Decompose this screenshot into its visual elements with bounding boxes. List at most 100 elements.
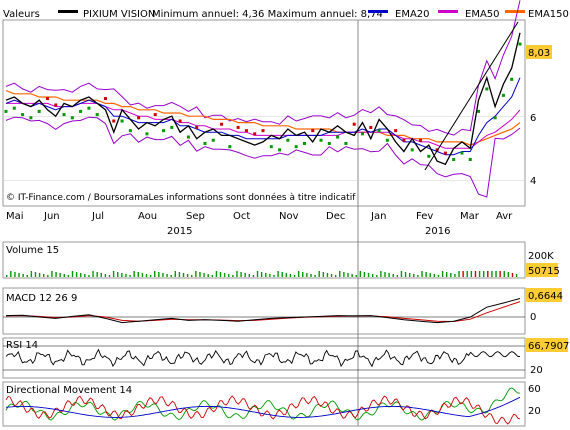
x-label-aou: Aou [138, 211, 157, 222]
volume-bar [240, 272, 242, 277]
volume-bar [22, 274, 24, 277]
volume-bar [417, 275, 419, 277]
sar-dot [79, 109, 83, 113]
volume-bar [491, 271, 493, 277]
volume-bar [359, 271, 362, 277]
volume-bar [314, 275, 316, 277]
header-name: PIXIUM VISION [83, 9, 155, 20]
ema150-legend-label: EMA150 [528, 9, 569, 20]
volume-bar [425, 272, 427, 277]
bollinger-upper [5, 0, 521, 136]
volume-bar [149, 275, 152, 277]
volume-bar [104, 274, 107, 277]
header-valeurs: Valeurs [3, 9, 40, 20]
rsi-title: RSI 14 [6, 340, 38, 351]
sar-dot [211, 138, 215, 142]
price-series [5, 32, 521, 166]
volume-bar [232, 275, 234, 277]
ema20-legend-label: EMA20 [395, 9, 430, 20]
sar-dot [236, 125, 240, 129]
sar-dot [269, 145, 273, 149]
volume-bar [178, 272, 181, 277]
volume-bar [55, 272, 57, 277]
volume-bar [51, 271, 53, 277]
volume-bar [182, 273, 185, 277]
volume-bar [334, 275, 337, 277]
volume-panel-frame [2, 241, 526, 279]
volume-bar [244, 273, 246, 277]
rsi-line [5, 348, 521, 368]
sar-dot [70, 116, 74, 120]
x-label-sep: Sep [186, 211, 205, 222]
sar-dot [261, 129, 265, 133]
sar-dot [493, 116, 497, 120]
volume-bar [30, 271, 33, 277]
volume-bar [343, 272, 345, 277]
volume-bar [100, 273, 102, 277]
sar-dot [427, 154, 431, 158]
x-label-jul: Jul [91, 211, 104, 222]
x-label-fev: Fev [416, 211, 433, 222]
dmi-minus-line [5, 395, 521, 425]
volume-bar [408, 273, 411, 277]
x-label-mai: Mai [6, 211, 24, 222]
volume-bar [478, 271, 481, 277]
volume-bar [511, 273, 514, 277]
volume-bar [18, 273, 20, 277]
sar-dot [278, 148, 282, 152]
volume-bar [371, 274, 374, 277]
sar-dot [377, 129, 381, 133]
volume-bar [260, 272, 263, 277]
volume-title: Volume 15 [6, 245, 59, 256]
volume-bar [80, 273, 82, 277]
volume-bar [285, 273, 288, 277]
volume-bar [404, 272, 407, 277]
sar-dot [120, 119, 124, 123]
x-year-2015: 2015 [167, 226, 192, 237]
macd-signal-line [5, 301, 521, 323]
volume-bar [474, 271, 477, 277]
volume-bar [318, 271, 320, 277]
volume-bar [47, 275, 49, 277]
volume-bar [441, 271, 444, 277]
volume-bar [191, 275, 193, 277]
volume-bar [170, 275, 172, 277]
x-label-jun: Jun [43, 211, 60, 222]
ema150-legend-swatch [505, 10, 525, 13]
ema150-line [5, 90, 521, 146]
volume-bar [174, 271, 176, 277]
bollinger-lower [5, 116, 521, 198]
x-axis-labels: Mai Jun Jul Aou Sep Oct Nov Dec Jan Fev … [6, 211, 513, 237]
volume-bar [454, 274, 456, 277]
volume-bar [67, 275, 70, 277]
volume-bar [355, 275, 357, 277]
volume-bar [125, 274, 127, 277]
sar-dot [178, 119, 182, 123]
trendline [424, 21, 519, 171]
header-minmax: Minimum annuel: 4,36 Maximum annuel: 8,7… [152, 9, 383, 20]
volume-tick: 200K [528, 251, 554, 262]
volume-bar [71, 271, 74, 277]
sar-dot [460, 151, 464, 155]
sar-dot [360, 132, 364, 136]
volume-bar [203, 273, 205, 277]
volume-bar [236, 271, 238, 277]
x-label-nov: Nov [279, 211, 299, 222]
sar-dot [518, 42, 522, 46]
volume-bar [413, 274, 415, 277]
sar-dot [286, 138, 290, 142]
sar-dot [170, 125, 174, 129]
sar-dot [501, 93, 505, 97]
sar-dot [62, 113, 66, 117]
sar-dot [477, 109, 481, 113]
volume-bar [154, 271, 156, 277]
volume-bar [63, 274, 65, 277]
rsi-last-value: 66,7907 [528, 341, 569, 352]
volume-bar [166, 274, 168, 277]
price-legend-swatch [58, 10, 78, 13]
dmi-panel-frame [2, 381, 526, 427]
sar-dot [419, 138, 423, 142]
volume-bar [223, 273, 226, 277]
volume-bar [330, 274, 333, 277]
x-label-jan: Jan [370, 211, 386, 222]
